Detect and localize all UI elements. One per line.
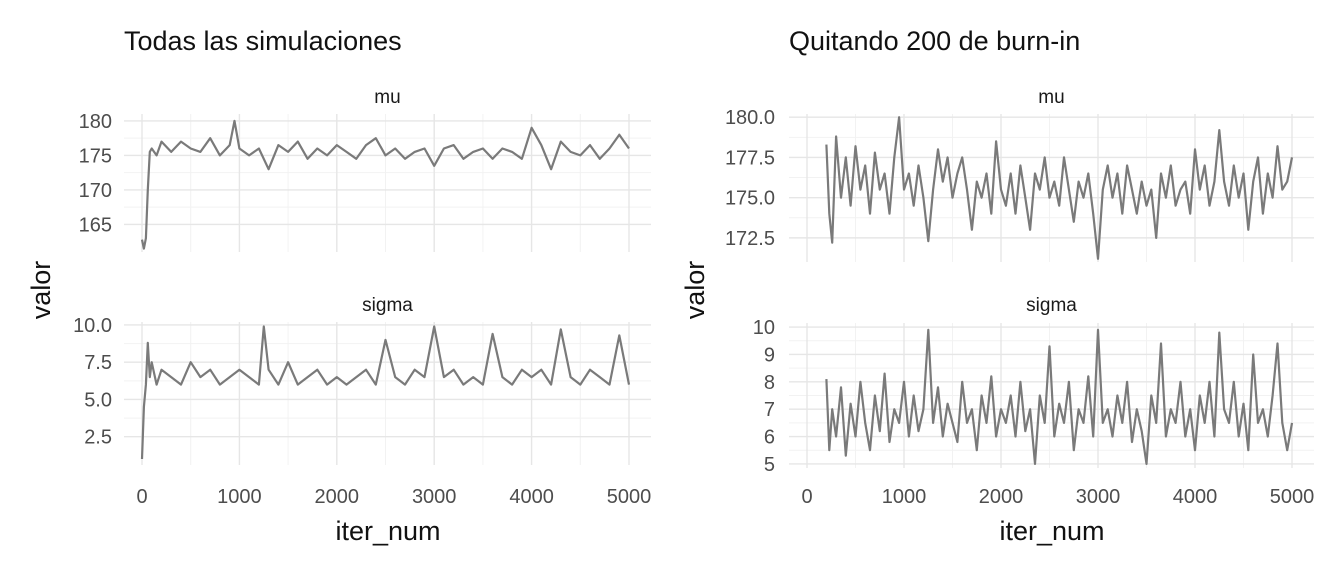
y-tick-label: 177.5 xyxy=(725,147,775,169)
y-tick-label: 172.5 xyxy=(725,228,775,250)
x-tick-label: 4000 xyxy=(509,486,554,508)
y-tick-label: 10 xyxy=(753,317,775,339)
x-tick-label: 1000 xyxy=(217,486,262,508)
y-tick-label: 7 xyxy=(764,399,775,421)
x-tick-label: 1000 xyxy=(882,486,927,508)
facet-strip-label: sigma xyxy=(362,295,413,316)
facet-strip-label: mu xyxy=(1038,87,1064,108)
x-tick-label: 5000 xyxy=(607,486,652,508)
facet-mu: mu 165 170 175 180 xyxy=(79,87,651,252)
y-axis-label: valor xyxy=(680,261,710,320)
x-tick-label: 2000 xyxy=(979,486,1024,508)
y-tick-label: 5 xyxy=(764,454,775,476)
y-tick-label: 9 xyxy=(764,344,775,366)
facet-sigma: sigma 2.5 5.0 7.5 10.0 xyxy=(73,295,651,465)
x-axis-label: iter_num xyxy=(335,516,440,546)
y-tick-label: 180.0 xyxy=(725,107,775,129)
x-tick-label: 5000 xyxy=(1270,486,1315,508)
facet-mu: mu 172.5 175.0 177.5 180.0 xyxy=(725,87,1314,262)
panel-1: Todas las simulaciones valor iter_num 0 1000… xyxy=(26,26,651,546)
y-tick-label: 7.5 xyxy=(84,352,112,374)
y-tick-label: 175.0 xyxy=(725,188,775,210)
y-tick-label: 10.0 xyxy=(73,315,112,337)
y-tick-label: 6 xyxy=(764,427,775,449)
x-axis-label: iter_num xyxy=(999,516,1104,546)
trace-line-sigma xyxy=(825,328,1294,465)
x-tick-label: 4000 xyxy=(1173,486,1218,508)
panel-title: Todas las simulaciones xyxy=(124,26,402,56)
trace-line-mu xyxy=(140,119,630,250)
y-tick-label: 8 xyxy=(764,372,775,394)
x-tick-label: 2000 xyxy=(315,486,360,508)
x-tick-label: 0 xyxy=(136,486,147,508)
x-tick-label: 3000 xyxy=(1076,486,1121,508)
y-tick-label: 165 xyxy=(79,214,112,236)
y-axis-label: valor xyxy=(26,261,56,320)
y-tick-label: 180 xyxy=(79,111,112,133)
y-tick-label: 2.5 xyxy=(84,427,112,449)
trace-line-mu xyxy=(825,116,1294,260)
trace-line-sigma xyxy=(140,325,631,460)
panel-title: Quitando 200 de burn-in xyxy=(789,26,1080,56)
panel-2: Quitando 200 de burn-in valor iter_num 0 100… xyxy=(680,26,1314,546)
y-tick-label: 175 xyxy=(79,145,112,167)
facet-sigma: sigma 5 6 7 8 9 10 xyxy=(753,295,1314,476)
y-tick-label: 170 xyxy=(79,180,112,202)
facet-strip-label: mu xyxy=(374,87,400,108)
y-tick-label: 5.0 xyxy=(84,389,112,411)
x-tick-label: 3000 xyxy=(412,486,457,508)
facet-strip-label: sigma xyxy=(1026,295,1077,316)
x-tick-label: 0 xyxy=(801,486,812,508)
